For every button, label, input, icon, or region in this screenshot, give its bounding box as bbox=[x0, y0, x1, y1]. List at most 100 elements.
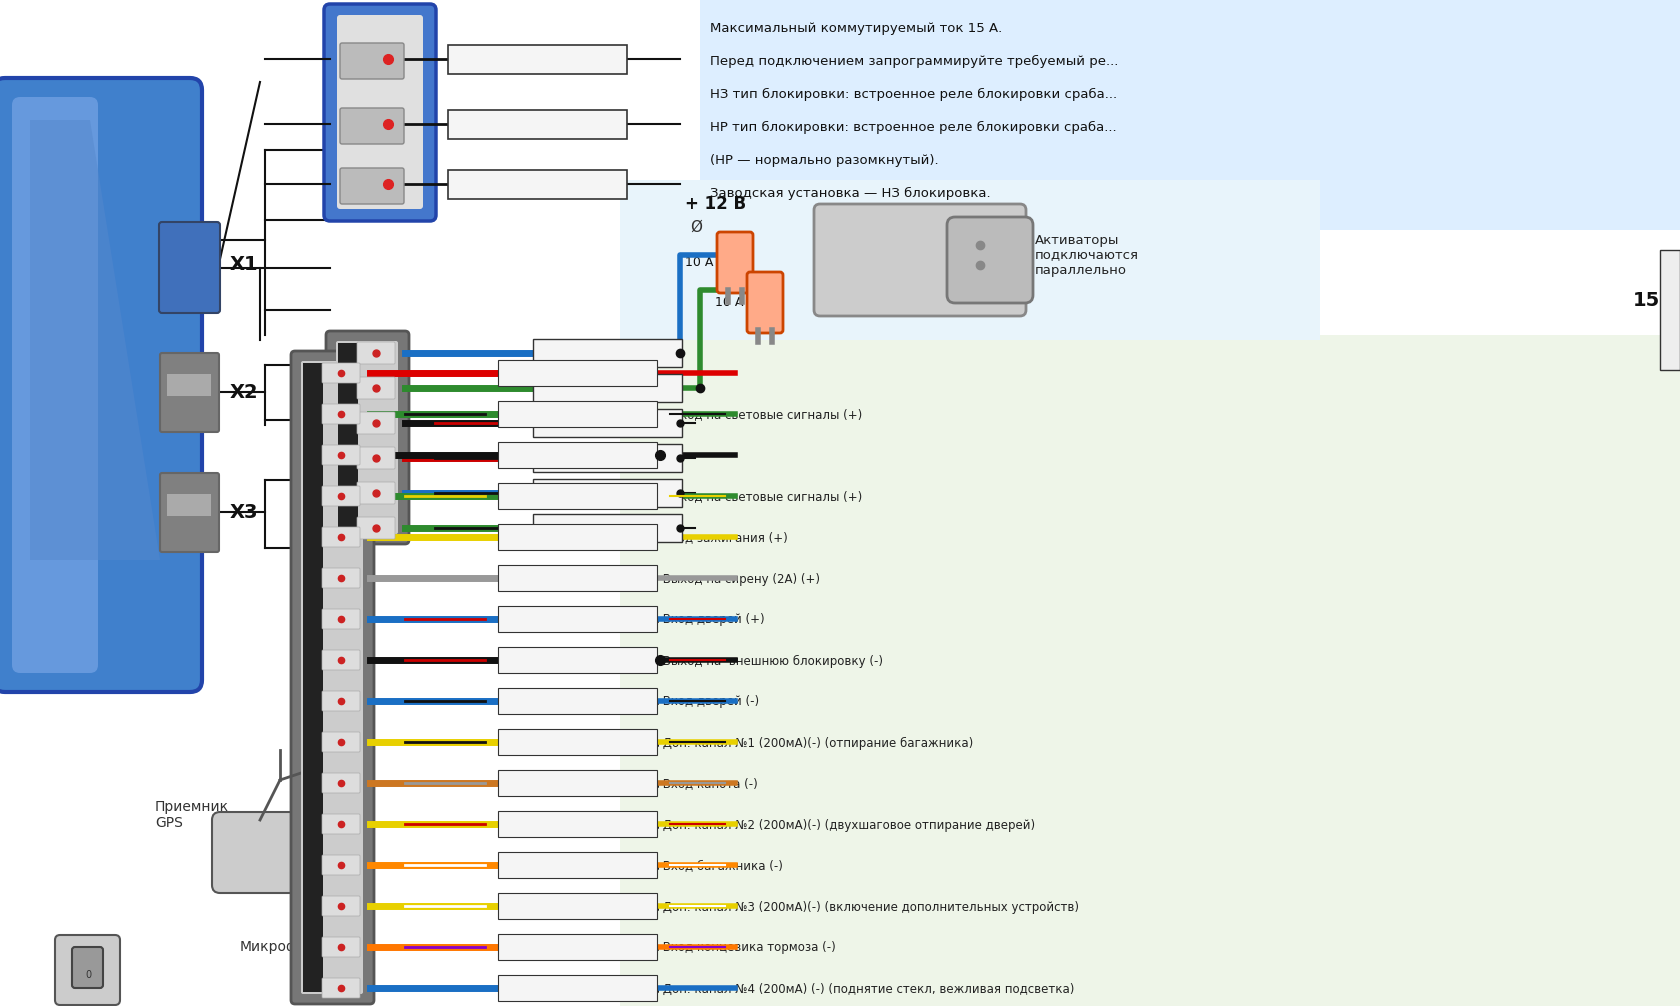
Text: серый: серый bbox=[504, 572, 544, 585]
Text: ◄ Доп. канал №3 (200мА)(-) (включение дополнительных устройств): ◄ Доп. канал №3 (200мА)(-) (включение до… bbox=[650, 900, 1079, 913]
Text: Перед подключением запрограммируйте требуемый ре...: Перед подключением запрограммируйте треб… bbox=[709, 55, 1117, 68]
FancyBboxPatch shape bbox=[301, 361, 363, 994]
FancyBboxPatch shape bbox=[323, 937, 360, 957]
Text: черный: черный bbox=[504, 450, 553, 463]
FancyBboxPatch shape bbox=[356, 517, 395, 539]
Text: ◄ Доп. канал №1 (200мА)(-) (отпирание багажника): ◄ Доп. канал №1 (200мА)(-) (отпирание ба… bbox=[650, 736, 973, 749]
Text: го датчика: го датчика bbox=[18, 630, 99, 644]
FancyBboxPatch shape bbox=[160, 353, 218, 432]
FancyBboxPatch shape bbox=[302, 363, 323, 992]
FancyBboxPatch shape bbox=[323, 732, 360, 752]
FancyBboxPatch shape bbox=[323, 568, 360, 588]
FancyBboxPatch shape bbox=[699, 0, 1680, 230]
FancyBboxPatch shape bbox=[449, 45, 627, 74]
FancyBboxPatch shape bbox=[339, 108, 403, 144]
Text: черно-красный: черно-красный bbox=[539, 417, 638, 431]
FancyBboxPatch shape bbox=[324, 4, 435, 221]
Text: ◄ Доп. канал №2 (200мА)(-) (двухшаговое отпирание дверей): ◄ Доп. канал №2 (200мА)(-) (двухшаговое … bbox=[650, 819, 1035, 832]
FancyBboxPatch shape bbox=[323, 486, 360, 506]
Text: 10 А: 10 А bbox=[714, 296, 743, 309]
FancyBboxPatch shape bbox=[946, 217, 1033, 303]
Text: ◄ Вход дверей (-): ◄ Вход дверей (-) bbox=[650, 695, 759, 708]
FancyBboxPatch shape bbox=[336, 341, 398, 534]
Text: ► Выход на световые сигналы (+): ► Выход на световые сигналы (+) bbox=[650, 408, 862, 422]
Text: X1: X1 bbox=[230, 256, 259, 275]
FancyBboxPatch shape bbox=[323, 773, 360, 793]
FancyBboxPatch shape bbox=[497, 729, 657, 754]
Text: общий: общий bbox=[454, 54, 497, 67]
FancyBboxPatch shape bbox=[72, 947, 102, 988]
FancyBboxPatch shape bbox=[717, 232, 753, 293]
FancyBboxPatch shape bbox=[620, 180, 1319, 340]
Text: 0: 0 bbox=[86, 970, 91, 980]
FancyBboxPatch shape bbox=[533, 374, 682, 402]
FancyBboxPatch shape bbox=[356, 447, 395, 469]
Text: 15: 15 bbox=[1631, 291, 1660, 310]
FancyBboxPatch shape bbox=[533, 514, 682, 542]
FancyBboxPatch shape bbox=[323, 363, 360, 383]
Text: зелено-черный: зелено-черный bbox=[539, 522, 638, 535]
Text: нормально замкнутый: нормально замкнутый bbox=[454, 120, 603, 133]
FancyBboxPatch shape bbox=[497, 811, 657, 837]
FancyBboxPatch shape bbox=[339, 43, 403, 79]
FancyBboxPatch shape bbox=[497, 401, 657, 427]
Text: НЗ тип блокировки: встроенное реле блокировки сраба...: НЗ тип блокировки: встроенное реле блоки… bbox=[709, 88, 1117, 101]
Text: зеленый: зеленый bbox=[539, 382, 595, 395]
Text: сине-красный: сине-красный bbox=[504, 614, 596, 627]
FancyBboxPatch shape bbox=[323, 896, 360, 916]
FancyBboxPatch shape bbox=[497, 565, 657, 591]
FancyBboxPatch shape bbox=[323, 445, 360, 465]
FancyBboxPatch shape bbox=[55, 935, 119, 1005]
Text: НР тип блокировки: встроенное реле блокировки сраба...: НР тип блокировки: встроенное реле блоки… bbox=[709, 121, 1116, 134]
FancyBboxPatch shape bbox=[497, 360, 657, 386]
Text: (НР — нормально разомкнутый).: (НР — нормально разомкнутый). bbox=[709, 154, 937, 167]
FancyBboxPatch shape bbox=[449, 110, 627, 139]
FancyBboxPatch shape bbox=[813, 204, 1025, 316]
FancyBboxPatch shape bbox=[166, 374, 212, 396]
FancyBboxPatch shape bbox=[323, 609, 360, 629]
FancyBboxPatch shape bbox=[497, 647, 657, 673]
FancyBboxPatch shape bbox=[356, 342, 395, 364]
FancyBboxPatch shape bbox=[746, 272, 783, 333]
Text: синий: синий bbox=[504, 983, 543, 996]
FancyBboxPatch shape bbox=[323, 691, 360, 711]
FancyBboxPatch shape bbox=[497, 606, 657, 632]
FancyBboxPatch shape bbox=[326, 331, 408, 544]
FancyBboxPatch shape bbox=[533, 339, 682, 367]
FancyBboxPatch shape bbox=[497, 893, 657, 919]
FancyBboxPatch shape bbox=[12, 97, 97, 673]
Text: нормально разомкнутый: нормально разомкнутый bbox=[454, 179, 618, 192]
Text: X2: X2 bbox=[230, 382, 259, 401]
Text: ◄ Вход концевика тормоза (-): ◄ Вход концевика тормоза (-) bbox=[650, 942, 835, 955]
Text: Заводская установка — НЗ блокировка.: Заводская установка — НЗ блокировка. bbox=[709, 187, 990, 200]
FancyBboxPatch shape bbox=[497, 975, 657, 1001]
Text: желто-белый: желто-белый bbox=[504, 900, 591, 913]
Text: ► Выход на  внешнюю блокировку (-): ► Выход на внешнюю блокировку (-) bbox=[650, 655, 882, 668]
FancyBboxPatch shape bbox=[336, 15, 423, 209]
FancyBboxPatch shape bbox=[497, 524, 657, 550]
Text: ◄ Вход капота (-): ◄ Вход капота (-) bbox=[650, 778, 758, 791]
Text: оранж.-фиолет.: оранж.-фиолет. bbox=[504, 942, 608, 955]
FancyBboxPatch shape bbox=[497, 770, 657, 796]
Text: Приемник
GPS: Приемник GPS bbox=[155, 800, 228, 830]
FancyBboxPatch shape bbox=[533, 479, 682, 507]
FancyBboxPatch shape bbox=[497, 852, 657, 878]
Text: Ø: Ø bbox=[689, 220, 702, 235]
FancyBboxPatch shape bbox=[356, 377, 395, 399]
FancyBboxPatch shape bbox=[338, 343, 358, 532]
Text: желто-красный: желто-красный bbox=[504, 819, 606, 832]
FancyBboxPatch shape bbox=[323, 527, 360, 547]
FancyBboxPatch shape bbox=[449, 170, 627, 199]
FancyBboxPatch shape bbox=[323, 978, 360, 998]
Text: оранжево-серый: оранжево-серый bbox=[504, 778, 615, 791]
Polygon shape bbox=[30, 120, 160, 560]
FancyBboxPatch shape bbox=[497, 688, 657, 714]
FancyBboxPatch shape bbox=[0, 78, 202, 692]
Text: зелено-желтый: зелено-желтый bbox=[504, 491, 606, 503]
Text: X3: X3 bbox=[230, 503, 259, 521]
FancyBboxPatch shape bbox=[497, 934, 657, 960]
FancyBboxPatch shape bbox=[160, 473, 218, 552]
Text: ◄ Вход зажигания (+): ◄ Вход зажигания (+) bbox=[650, 531, 788, 544]
FancyBboxPatch shape bbox=[160, 222, 220, 313]
Text: сине-черный: сине-черный bbox=[539, 488, 623, 501]
